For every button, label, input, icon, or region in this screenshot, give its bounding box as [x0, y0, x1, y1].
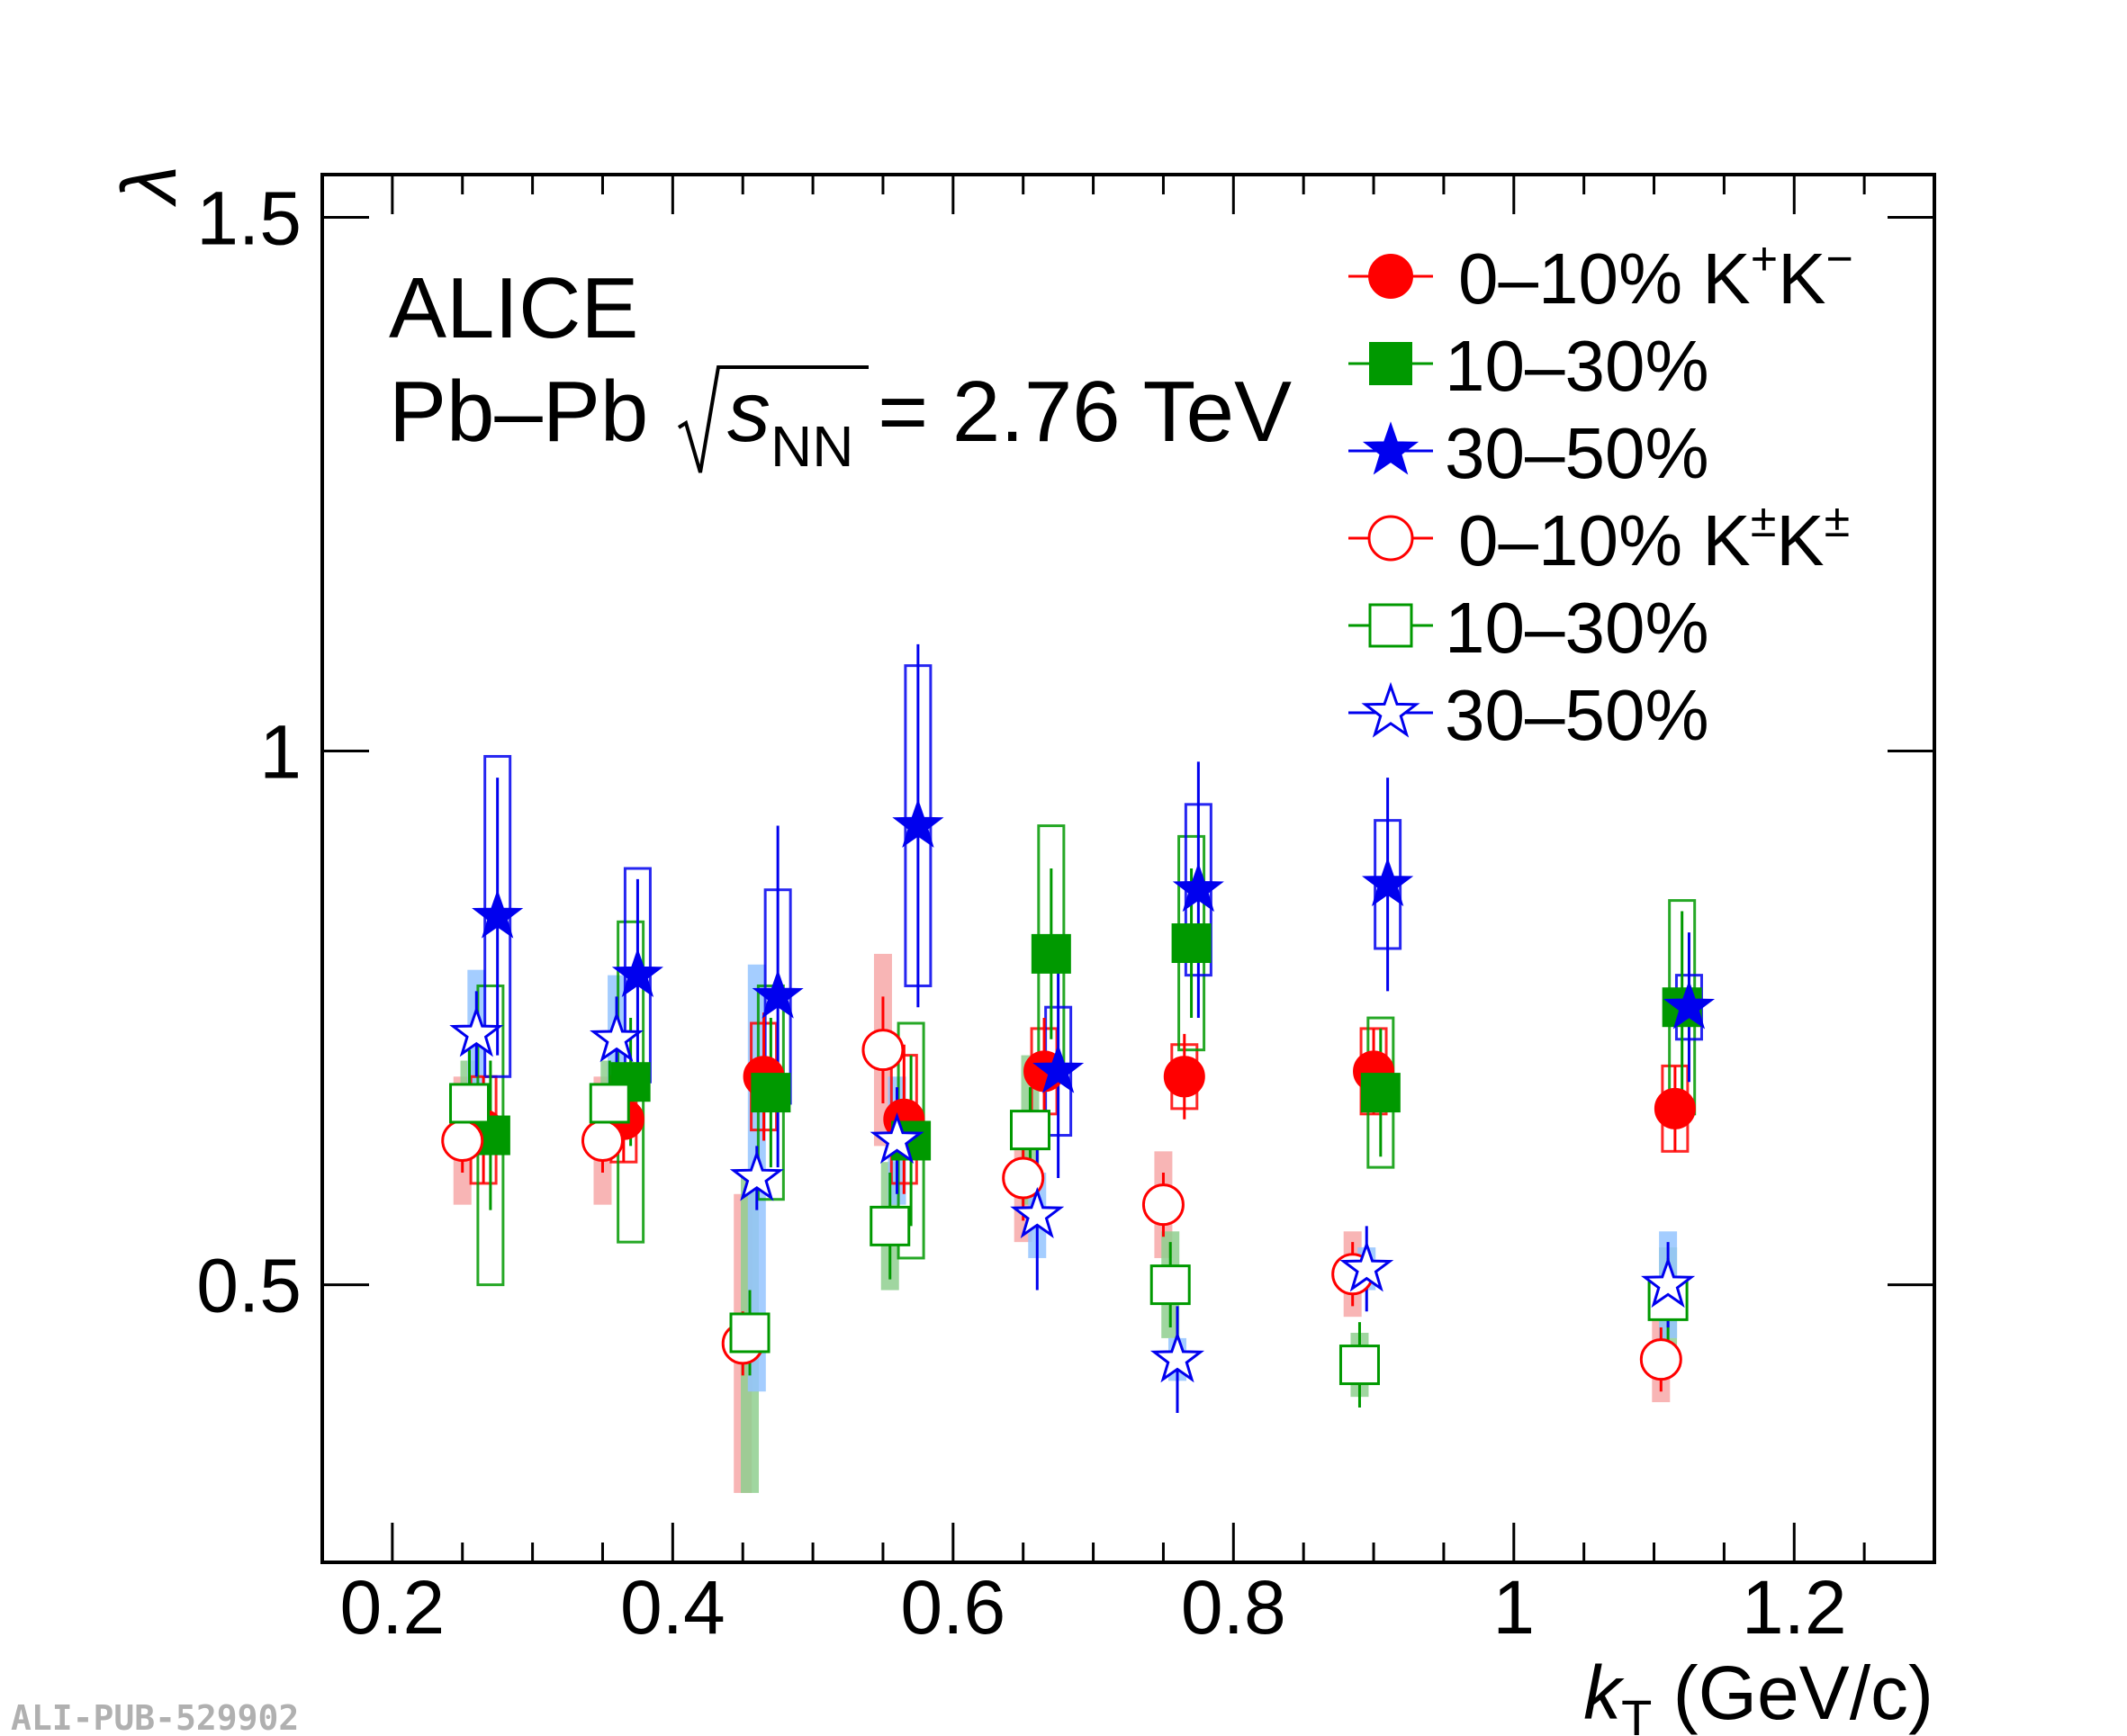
legend-marker: [1369, 342, 1412, 385]
legend-label: 10–30%: [1445, 326, 1709, 406]
data-point: [751, 1073, 791, 1113]
syst-boxes: [469, 664, 1703, 1287]
data-point: [1141, 1183, 1185, 1227]
x-tick-label: 0.6: [900, 1565, 1005, 1650]
data-point: [1149, 1331, 1205, 1383]
data-point: [1002, 1156, 1045, 1200]
y-tick-label: 1.5: [196, 175, 302, 260]
data-point: [1639, 1338, 1682, 1381]
data-point: [1339, 1240, 1394, 1292]
axis-tick-labels: 0.2 0.4 0.6 0.8 1 1.2 0.5 1 1.5: [196, 175, 1846, 1650]
legend-label: 10–30%: [1445, 588, 1709, 668]
data-point: [729, 1312, 771, 1354]
x-tick-label: 1.2: [1742, 1565, 1847, 1650]
energy-label: sNN = 2.76 TeV: [727, 364, 1292, 479]
y-axis-title: λ: [106, 166, 193, 207]
data-point: [1031, 933, 1071, 974]
sqrt-sign: [677, 365, 869, 473]
legend: 0–10% K+K−10–30%30–50%0–10% K±K±10–30%30…: [1348, 233, 1853, 755]
data-point: [589, 1083, 630, 1124]
data-point: [861, 1029, 905, 1072]
data-point: [1149, 1264, 1191, 1306]
legend-label: 0–10% K+K−: [1458, 233, 1853, 319]
data-point: [1032, 1044, 1085, 1093]
legend-label: 0–10% K±K±: [1458, 495, 1850, 580]
legend-marker: [1362, 421, 1420, 475]
data-point: [1361, 857, 1414, 907]
data-point: [752, 969, 804, 1019]
data-point: [870, 1205, 911, 1246]
data-point: [472, 889, 524, 939]
data-point: [590, 1011, 644, 1063]
legend-marker: [1368, 254, 1413, 299]
stat-error-bars: [461, 643, 1690, 1413]
data-markers: [441, 798, 1716, 1386]
data-point: [729, 1149, 784, 1201]
y-tick-label: 0.5: [196, 1244, 302, 1328]
system-label-prefix: Pb–Pb: [389, 364, 648, 460]
legend-label: 30–50%: [1445, 675, 1709, 755]
data-point: [581, 1119, 624, 1162]
legend-marker: [1368, 603, 1413, 648]
y-tick-label: 1: [259, 710, 302, 795]
legend-label: 30–50%: [1445, 413, 1709, 493]
legend-marker: [1367, 515, 1414, 562]
data-point: [1171, 923, 1212, 964]
data-point: [1172, 862, 1224, 913]
experiment-label: ALICE: [389, 260, 638, 356]
data-point: [1010, 1186, 1065, 1238]
data-point: [1338, 1345, 1380, 1386]
legend-marker: [1361, 681, 1420, 738]
data-point: [1654, 1087, 1696, 1129]
x-tick-label: 0.2: [339, 1565, 445, 1650]
data-point: [449, 1083, 491, 1124]
data-point: [1360, 1073, 1401, 1113]
data-point: [441, 1119, 484, 1162]
data-point: [1641, 1256, 1696, 1309]
x-tick-label: 1: [1492, 1565, 1535, 1650]
plot-frame: [320, 173, 1936, 1564]
data-point: [1663, 980, 1716, 1030]
axis-ticks: [320, 175, 1936, 1562]
data-point: [611, 948, 663, 997]
data-point: [1163, 1056, 1205, 1098]
watermark: ALI-PUB-529902: [11, 1698, 299, 1736]
x-tick-label: 0.4: [620, 1565, 726, 1650]
data-point: [1009, 1110, 1050, 1151]
data-point: [870, 1111, 924, 1164]
data-point: [892, 798, 944, 848]
data-point: [449, 1005, 504, 1057]
x-tick-label: 0.8: [1181, 1565, 1286, 1650]
x-axis-title: kT (GeV/c): [1583, 1651, 1933, 1736]
